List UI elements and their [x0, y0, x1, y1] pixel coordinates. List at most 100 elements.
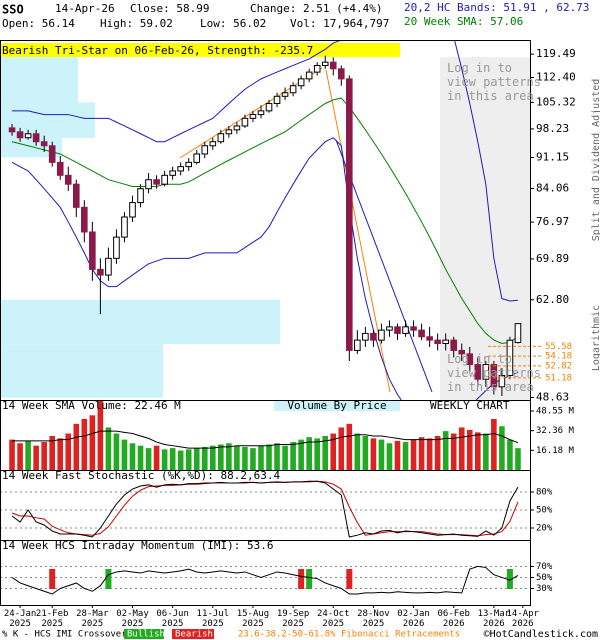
fib-label: 54.18	[545, 352, 572, 362]
candle-body	[257, 110, 265, 116]
candle-body	[482, 364, 490, 380]
adjusted-note: Split and Dividend Adjusted	[591, 79, 600, 242]
volume-bar	[81, 418, 88, 470]
x-tick-label: 06-Feb 2026	[437, 609, 470, 629]
crossover-note: % K - HCS IMI Crossover,	[2, 630, 132, 640]
y-tick-label: 80%	[536, 488, 553, 498]
x-tick-label: 13-Mar 2026	[477, 609, 511, 629]
candle-body	[161, 174, 168, 185]
y-tick-label: 50%	[536, 573, 553, 583]
login-note[interactable]: Log in to view patterns in this area	[447, 61, 541, 103]
x-tick-label: 11-Jul 2025	[196, 609, 230, 629]
candle-body	[81, 206, 88, 233]
weekly-label: WEEKLY CHART	[430, 399, 510, 412]
indicators: 119.49 112.40 105.32 98.23 91.15 84.06 76.97 69…	[0, 47, 576, 608]
volume-bar	[121, 439, 128, 470]
volume-plot	[9, 400, 521, 470]
volume-bar	[258, 445, 264, 470]
candle-body	[490, 364, 498, 388]
volume-bar	[314, 438, 320, 470]
candle-body	[474, 364, 482, 380]
volume-bar	[330, 433, 337, 470]
date: 14-Apr-26	[55, 2, 115, 15]
volume-bar	[25, 440, 31, 470]
y-tick-label: 48.63	[536, 390, 569, 403]
candle-body	[442, 339, 449, 345]
imi-bullish	[105, 569, 112, 589]
candle-body	[370, 332, 377, 341]
x-tick-label: 02-Jan 2026	[397, 609, 430, 629]
y-tick-label: 98.23	[536, 122, 569, 135]
fib-label: 55.58	[545, 342, 572, 352]
candle-body	[153, 179, 160, 185]
volume-bar	[418, 437, 425, 470]
candle-body	[265, 103, 273, 112]
fib-label: 52.82	[545, 361, 572, 371]
candle-body	[56, 161, 64, 176]
candle-body	[241, 117, 249, 127]
volume-bar	[410, 439, 417, 470]
log-note: Logarithmic	[591, 305, 600, 371]
overlay-line	[11, 97, 519, 345]
vbp-label: Volume By Price	[287, 399, 386, 412]
volume-bar	[394, 440, 401, 470]
volume-bar	[466, 429, 473, 470]
login-note[interactable]: Log in to view patterns in this area	[447, 352, 541, 394]
volume-bar	[346, 423, 353, 470]
volume-bar	[499, 426, 505, 470]
volume-bar	[290, 442, 296, 470]
close: Close: 58.99	[130, 2, 209, 15]
volume-bar	[105, 427, 112, 470]
candle-body	[402, 326, 409, 334]
volume-bar	[434, 435, 441, 470]
candle-body	[313, 64, 321, 73]
candle-body	[458, 349, 466, 355]
candle-body	[321, 61, 329, 66]
volume-bar	[201, 446, 208, 470]
candle-body	[121, 216, 128, 238]
volume-bar	[57, 438, 64, 470]
volume-bar	[475, 432, 481, 470]
candle-body	[48, 145, 56, 163]
bullish-key	[124, 629, 164, 639]
candle-body	[201, 145, 209, 155]
volume-bar	[266, 444, 272, 470]
credit: ©HotCandlestick.com	[484, 629, 598, 640]
volume-bar	[145, 448, 152, 470]
candle-body	[16, 131, 24, 139]
candle-body	[40, 141, 48, 147]
volume-bar	[515, 448, 521, 470]
vbp-bar	[0, 54, 78, 103]
volume-bar	[9, 439, 15, 470]
volume-bar	[338, 427, 345, 470]
candle-body	[354, 339, 361, 351]
volume-bar	[483, 433, 489, 470]
y-tick-label: 69.89	[536, 252, 569, 265]
volume-bar	[242, 446, 248, 470]
x-tick-label: 02-May 2025	[116, 609, 149, 629]
volume-bar	[218, 444, 224, 470]
candle-body	[329, 61, 337, 70]
y-tick-label: 91.15	[536, 151, 569, 164]
candle-body	[434, 339, 441, 345]
y-tick-label: 119.49	[536, 47, 576, 60]
volume-bar	[17, 443, 23, 470]
volume-bar	[450, 433, 457, 470]
x-tick-label: 21-Feb 2025	[35, 609, 69, 629]
volume-bar	[129, 443, 136, 470]
vbp-label-bg	[274, 401, 400, 411]
volume-bar	[362, 435, 369, 470]
stochastic-title: 14 Week Fast Stochastic (%K,%D): 88.2,63…	[2, 469, 281, 482]
volume-bar	[137, 445, 144, 470]
volume-bar	[442, 431, 449, 470]
volume-bar	[507, 439, 513, 470]
y-tick-label: 20%	[536, 524, 553, 534]
volume-bar	[322, 435, 329, 470]
candle-body	[24, 133, 32, 139]
candle-body	[105, 257, 112, 276]
candle-body	[378, 329, 385, 341]
volume-bar	[210, 445, 216, 470]
candle-body	[185, 161, 193, 168]
overlay-line	[11, 137, 519, 400]
